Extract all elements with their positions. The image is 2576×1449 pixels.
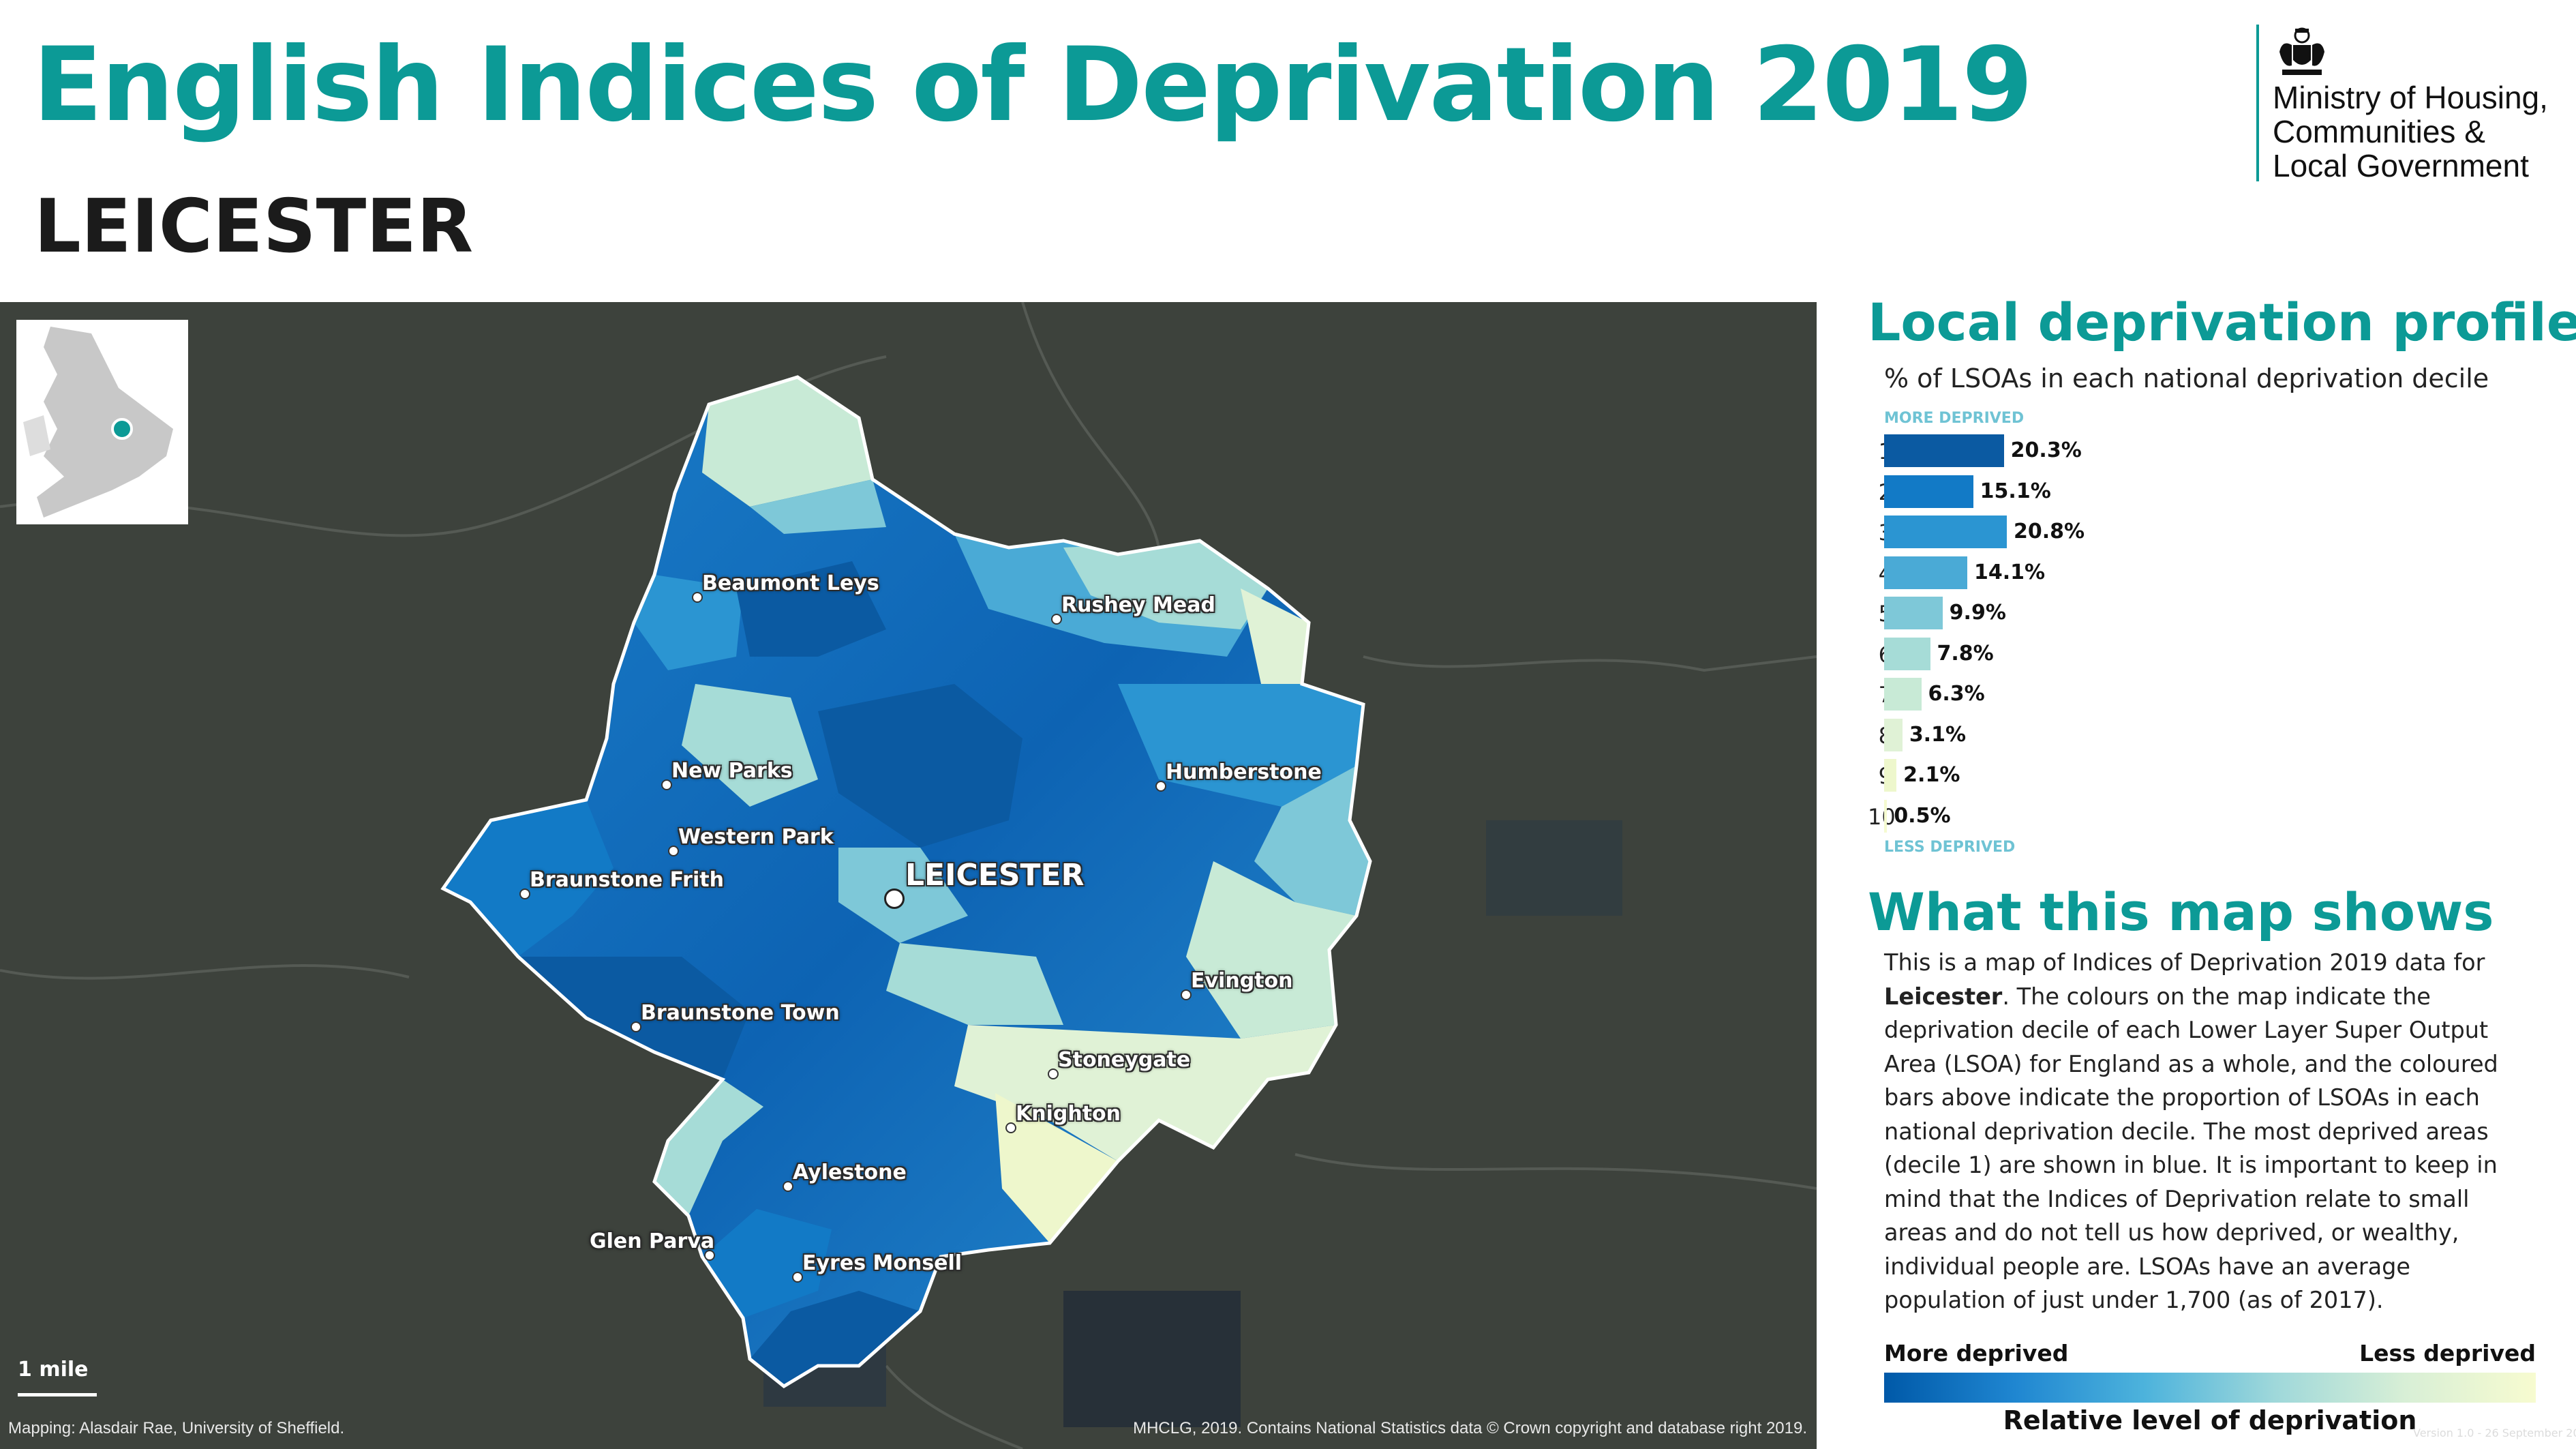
- england-inset-map: [16, 320, 188, 524]
- place-label: New Parks: [671, 759, 793, 783]
- place-marker: [1051, 614, 1062, 625]
- place-label: Western Park: [678, 825, 834, 849]
- place-label: Stoneygate: [1058, 1048, 1191, 1072]
- decile-bar: [1884, 434, 2004, 467]
- legend-title: Relative level of deprivation: [2003, 1405, 2417, 1435]
- explain-text-after: . The colours on the map indicate the de…: [1884, 983, 2498, 1314]
- decile-value-label: 20.8%: [2014, 520, 2085, 543]
- decile-value-label: 9.9%: [1949, 601, 2006, 625]
- place-label: Evington: [1191, 969, 1293, 993]
- decile-bar: [1884, 475, 1973, 508]
- scale-label: 1 mile: [18, 1358, 89, 1381]
- decile-value-label: 15.1%: [1980, 479, 2051, 503]
- place-marker: [1005, 1122, 1016, 1133]
- map-canvas: [0, 302, 1817, 1449]
- place-label: Braunstone Town: [641, 1001, 840, 1025]
- decile-row: 92.1%: [1868, 758, 2481, 793]
- decile-row: 414.1%: [1868, 555, 2481, 591]
- place-marker: [631, 1021, 641, 1032]
- place-marker: [1048, 1069, 1059, 1079]
- decile-value-label: 2.1%: [1903, 763, 1960, 787]
- decile-bar: [1884, 678, 1922, 711]
- legend-less-label: Less deprived: [2359, 1340, 2536, 1366]
- city-marker: [884, 888, 905, 909]
- place-marker: [783, 1181, 793, 1192]
- place-label: Rushey Mead: [1061, 593, 1215, 617]
- decile-row: 10 0.5%: [1868, 798, 2481, 834]
- place-marker: [668, 846, 679, 856]
- more-deprived-tag: MORE DEPRIVED: [1884, 410, 2025, 427]
- data-credit: MHCLG, 2019. Contains National Statistic…: [1133, 1419, 1807, 1437]
- decile-value-label: 6.3%: [1928, 682, 1985, 706]
- place-marker: [792, 1272, 803, 1283]
- decile-row: 59.9%: [1868, 595, 2481, 631]
- decile-bar: [1884, 556, 1968, 589]
- mhclg-logo: Ministry of Housing, Communities & Local…: [2256, 25, 2570, 183]
- place-label: Eyres Monsell: [802, 1251, 963, 1275]
- decile-bar: [1884, 718, 1903, 751]
- legend-more-label: More deprived: [1884, 1340, 2069, 1366]
- decile-value-label: 7.8%: [1937, 641, 1994, 666]
- place-label: Glen Parva: [590, 1229, 715, 1253]
- decile-row: 67.8%: [1868, 636, 2481, 672]
- city-label: LEICESTER: [905, 858, 1085, 893]
- deprivation-map[interactable]: Beaumont Leys Rushey Mead New Parks Humb…: [0, 302, 1817, 1449]
- explain-title: What this map shows: [1868, 882, 2494, 942]
- version-note: Version 1.0 - 26 September 2019: [2413, 1426, 2576, 1439]
- decile-bar: [1884, 637, 1930, 670]
- logo-rule: [2256, 25, 2259, 181]
- decile-row: 76.3%: [1868, 676, 2481, 712]
- place-label: Braunstone Frith: [530, 868, 724, 892]
- royal-coat-of-arms-icon: [2279, 27, 2324, 75]
- profile-subtitle: % of LSOAs in each national deprivation …: [1884, 363, 2489, 393]
- place-marker: [519, 888, 530, 899]
- place-title: LEICESTER: [34, 184, 474, 269]
- scale-bar: [18, 1393, 97, 1396]
- place-label: Beaumont Leys: [702, 571, 879, 595]
- logo-org-name: Ministry of Housing, Communities & Local…: [2273, 80, 2548, 183]
- decile-value-label: 3.1%: [1909, 722, 1967, 747]
- main-title: English Indices of Deprivation 2019: [33, 26, 2033, 145]
- decile-row: 83.1%: [1868, 717, 2481, 753]
- place-label: Humberstone: [1166, 760, 1322, 784]
- less-deprived-tag: LESS DEPRIVED: [1884, 839, 2016, 856]
- decile-row: 120.3%: [1868, 433, 2481, 468]
- england-outline-icon: [23, 327, 173, 518]
- place-marker: [1155, 781, 1166, 792]
- legend-gradient-bar: [1884, 1373, 2536, 1403]
- decile-bar: [1884, 597, 1943, 629]
- profile-title: Local deprivation profile: [1868, 292, 2576, 353]
- place-marker: [704, 1250, 715, 1261]
- decile-value-label: 0.5%: [1894, 803, 1951, 828]
- decile-bar: [1884, 799, 1888, 833]
- decile-value-label: 20.3%: [2010, 438, 2082, 462]
- place-marker: [1181, 989, 1192, 1000]
- place-label: Aylestone: [793, 1161, 907, 1184]
- decile-bar: [1884, 759, 1897, 792]
- mapping-credit: Mapping: Alasdair Rae, University of She…: [8, 1419, 345, 1437]
- decile-label: 10: [1868, 803, 1896, 830]
- decile-bar: [1884, 516, 2007, 548]
- explain-text-before: This is a map of Indices of Deprivation …: [1884, 949, 2485, 976]
- place-marker: [692, 592, 703, 603]
- decile-row: 215.1%: [1868, 474, 2481, 509]
- place-label: Knighton: [1016, 1102, 1121, 1126]
- explain-place: Leicester: [1884, 983, 2003, 1010]
- place-marker: [661, 779, 672, 790]
- decile-value-label: 14.1%: [1974, 560, 2046, 584]
- decile-row: 320.8%: [1868, 514, 2481, 550]
- explain-paragraph: This is a map of Indices of Deprivation …: [1884, 946, 2539, 1317]
